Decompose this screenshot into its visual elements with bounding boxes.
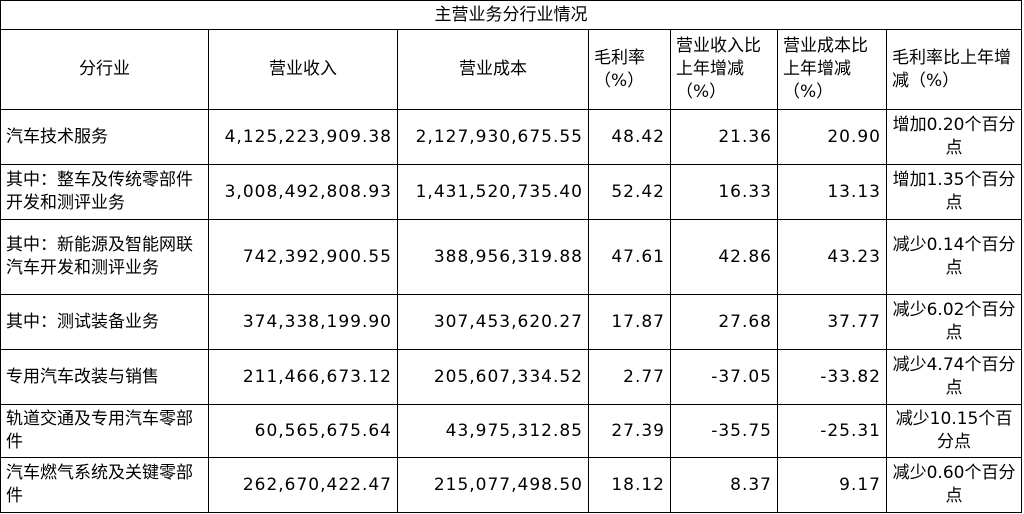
industry-cell: 其中：新能源及智能网联汽车开发和测评业务 (0, 219, 209, 295)
column-header: 毛利率比上年增减（%） (885, 29, 1023, 110)
value-cell: -37.05 (670, 349, 778, 405)
data-row: 汽车技术服务 4,125,223,909.38 2,127,930,675.55 48… (0, 109, 1023, 165)
value-cell: 18.12 (588, 457, 671, 513)
value-cell: 17.87 (588, 294, 671, 350)
value-cell: 减少6.02个百分点 (885, 294, 1023, 350)
value-cell: 增加1.35个百分点 (885, 164, 1023, 220)
value-cell: 减少4.74个百分点 (885, 349, 1023, 405)
value-cell: 742,392,900.55 (208, 219, 398, 295)
industry-cell: 汽车燃气系统及关键零部件 (0, 457, 209, 513)
value-cell: 374,338,199.90 (208, 294, 398, 350)
data-row: 其中：整车及传统零部件开发和测评业务 3,008,492,808.93 1,431,… (0, 164, 1023, 220)
data-row: 专用汽车改装与销售 211,466,673.12 205,607,334.52 2.7… (0, 349, 1023, 405)
value-cell: 16.33 (670, 164, 778, 220)
value-cell: 减少10.15个百分点 (885, 404, 1023, 458)
value-cell: -33.82 (777, 349, 887, 405)
value-cell: 47.61 (588, 219, 671, 295)
table-title: 主营业务分行业情况 (0, 0, 1023, 30)
value-cell: 20.90 (777, 109, 887, 165)
value-cell: 205,607,334.52 (397, 349, 589, 405)
value-cell: 9.17 (777, 457, 887, 513)
industry-cell: 轨道交通及专用汽车零部件 (0, 404, 209, 458)
industry-cell: 汽车技术服务 (0, 109, 209, 165)
value-cell: 60,565,675.64 (208, 404, 398, 458)
data-row: 其中：新能源及智能网联汽车开发和测评业务 742,392,900.55 388,95… (0, 219, 1023, 295)
value-cell: 1,431,520,735.40 (397, 164, 589, 220)
data-row: 汽车燃气系统及关键零部件 262,670,422.47 215,077,498.50… (0, 457, 1023, 513)
value-cell: 48.42 (588, 109, 671, 165)
value-cell: 2,127,930,675.55 (397, 109, 589, 165)
value-cell: 211,466,673.12 (208, 349, 398, 405)
data-row: 轨道交通及专用汽车零部件 60,565,675.64 43,975,312.85 27… (0, 404, 1023, 458)
value-cell: 42.86 (670, 219, 778, 295)
value-cell: 21.36 (670, 109, 778, 165)
value-cell: 减少0.14个百分点 (885, 219, 1023, 295)
value-cell: 2.77 (588, 349, 671, 405)
value-cell: 27.39 (588, 404, 671, 458)
column-header: 营业收入 (208, 29, 398, 110)
value-cell: 307,453,620.27 (397, 294, 589, 350)
value-cell: 43.23 (777, 219, 887, 295)
column-header: 毛利率（%） (588, 29, 671, 110)
data-row: 其中：测试装备业务 374,338,199.90 307,453,620.27 17.… (0, 294, 1023, 350)
value-cell: 388,956,319.88 (397, 219, 589, 295)
industry-cell: 专用汽车改装与销售 (0, 349, 209, 405)
value-cell: 52.42 (588, 164, 671, 220)
value-cell: 减少0.60个百分点 (885, 457, 1023, 513)
value-cell: 37.77 (777, 294, 887, 350)
column-header: 营业收入比上年增减（%） (670, 29, 778, 110)
industry-cell: 其中：测试装备业务 (0, 294, 209, 350)
industry-cell: 其中：整车及传统零部件开发和测评业务 (0, 164, 209, 220)
value-cell: -35.75 (670, 404, 778, 458)
column-header: 分行业 (0, 29, 209, 110)
value-cell: 增加0.20个百分点 (885, 109, 1023, 165)
value-cell: -25.31 (777, 404, 887, 458)
value-cell: 27.68 (670, 294, 778, 350)
column-header: 营业成本 (397, 29, 589, 110)
value-cell: 215,077,498.50 (397, 457, 589, 513)
value-cell: 13.13 (777, 164, 887, 220)
value-cell: 3,008,492,808.93 (208, 164, 398, 220)
value-cell: 43,975,312.85 (397, 404, 589, 458)
column-header: 营业成本比上年增减（%） (777, 29, 887, 110)
value-cell: 4,125,223,909.38 (208, 109, 398, 165)
header-row: 分行业 营业收入 营业成本 毛利率（%） 营业收入比上年增减（%） 营业成本比上年增减（%… (0, 29, 1023, 110)
value-cell: 8.37 (670, 457, 778, 513)
value-cell: 262,670,422.47 (208, 457, 398, 513)
